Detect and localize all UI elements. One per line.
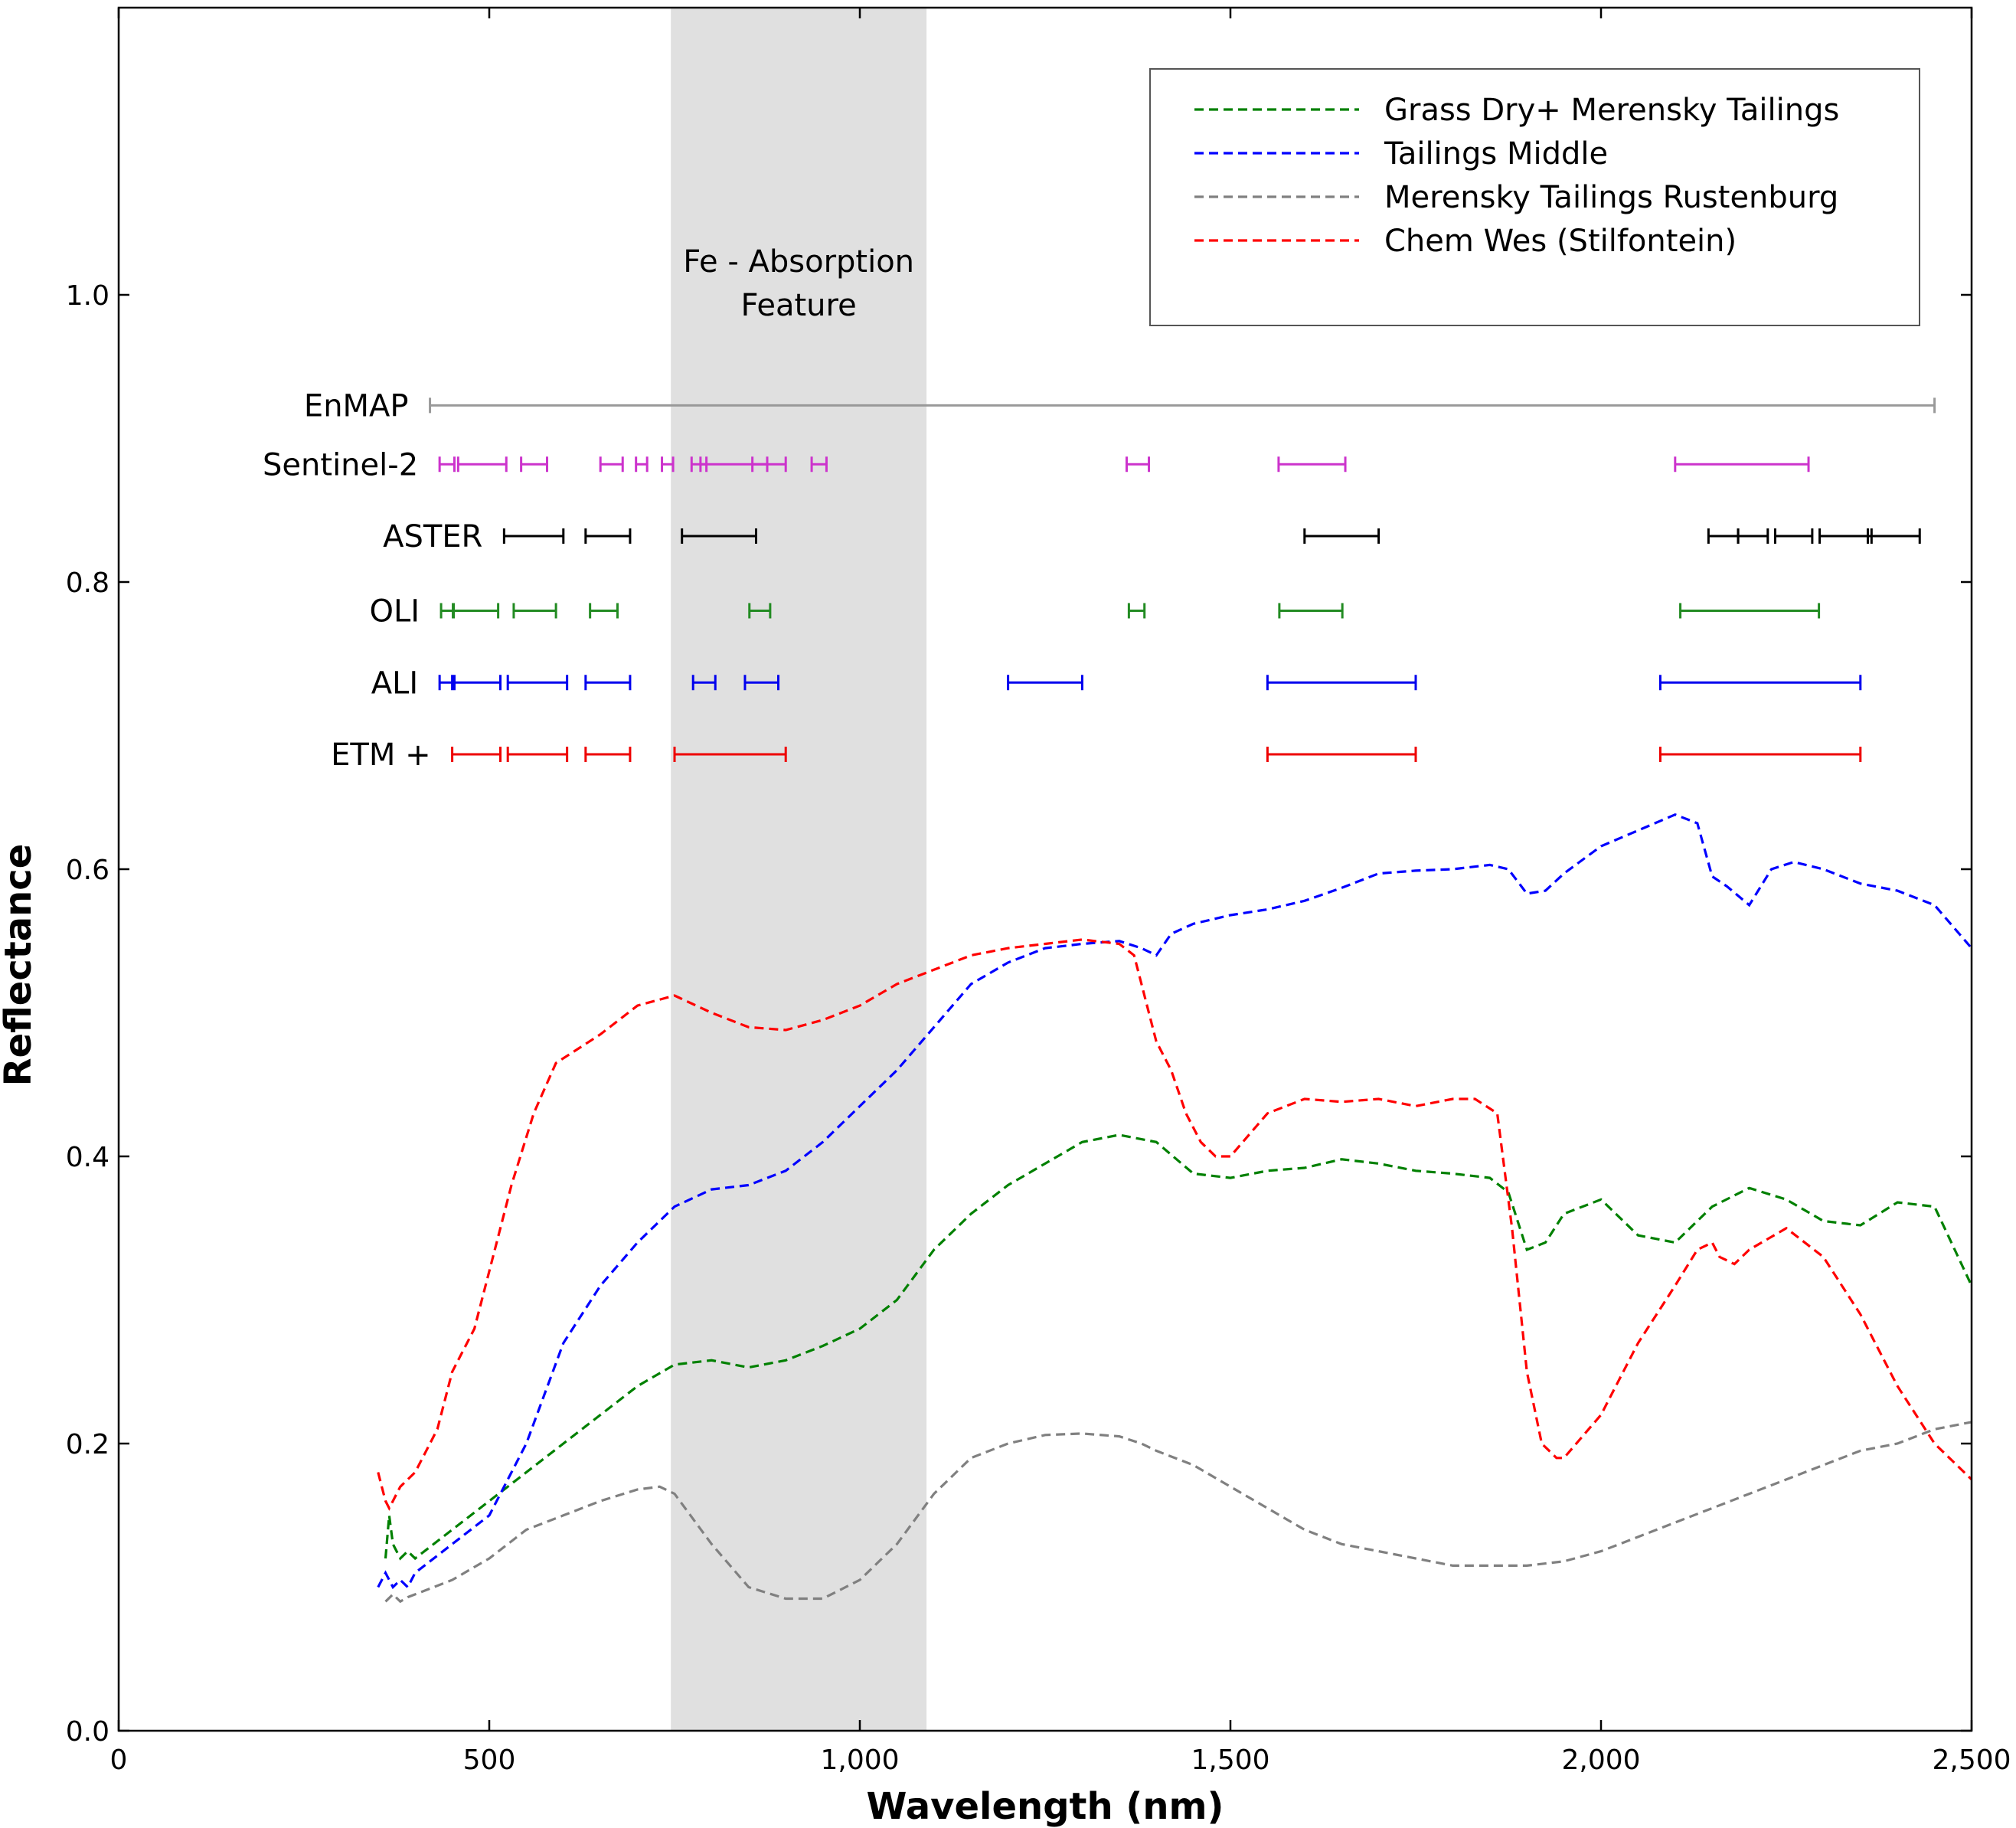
sensor-label: OLI: [370, 594, 420, 629]
series-line-0: [384, 1133, 1973, 1561]
sensor-band: [1125, 456, 1151, 473]
sensor-band: [453, 603, 500, 619]
x-tick-label: 2,500: [1932, 1745, 2011, 1776]
sensor-bands: EnMAP Sentinel-2 ASTER OLI ALI ETM +: [263, 388, 1936, 773]
sensor-band: [584, 747, 632, 762]
sensor-band: [1866, 528, 1921, 544]
sensor-band: [1007, 675, 1083, 691]
sensor-band: [661, 456, 675, 473]
legend-label: Merensky Tailings Rustenburg: [1384, 180, 1838, 215]
series-line-1: [377, 813, 1973, 1590]
sensor-band: [751, 456, 769, 473]
sensor-0: EnMAP: [304, 388, 1936, 423]
sensor-label: ETM +: [331, 737, 430, 773]
sensor-band: [681, 528, 757, 544]
sensor-band: [506, 747, 569, 762]
sensor-band: [584, 528, 632, 544]
sensor-label: ASTER: [383, 519, 482, 554]
sensor-band: [456, 456, 508, 473]
sensor-band: [673, 747, 787, 762]
legend-entry: Grass Dry+ Merensky Tailings: [1194, 93, 1839, 128]
sensor-band: [1278, 603, 1344, 619]
sensor-2: ASTER: [383, 519, 1921, 554]
sensor-band: [699, 456, 787, 473]
sensor-3: OLI: [370, 594, 1821, 629]
legend-label: Grass Dry+ Merensky Tailings: [1384, 93, 1839, 128]
series-line-2: [384, 1421, 1972, 1604]
x-tick-label: 1,000: [820, 1745, 899, 1776]
legend-entry: Chem Wes (Stilfontein): [1194, 224, 1737, 259]
sensor-4: ALI: [371, 665, 1862, 701]
sensor-band: [1303, 528, 1380, 544]
x-tick-label: 2,000: [1561, 1745, 1640, 1776]
sensor-band: [1277, 456, 1347, 473]
legend-entry: Tailings Middle: [1194, 136, 1608, 172]
legend-entry: Merensky Tailings Rustenburg: [1194, 180, 1838, 215]
sensor-band: [810, 456, 828, 473]
fe-absorption-region: [671, 8, 927, 1731]
sensor-band: [438, 456, 456, 473]
sensor-label: Sentinel-2: [263, 447, 418, 482]
sensor-band: [506, 675, 569, 691]
y-tick-label: 0.0: [66, 1716, 109, 1748]
shade-layer: Fe - Absorption Feature: [671, 8, 927, 1731]
series-line-3: [377, 938, 1973, 1511]
sensor-band: [691, 675, 717, 691]
sensor-band: [1773, 528, 1814, 544]
sensor-band: [748, 603, 772, 619]
sensor-band: [429, 397, 1936, 414]
x-tick-label: 500: [463, 1745, 516, 1776]
sensor-band: [584, 675, 632, 691]
sensor-band: [589, 603, 619, 619]
sensor-band: [1737, 528, 1769, 544]
sensor-band: [512, 603, 557, 619]
sensor-band: [1266, 747, 1417, 762]
sensor-band: [1674, 456, 1810, 473]
sensor-band: [743, 675, 780, 691]
y-axis-title: Reflectance: [0, 844, 40, 1087]
y-tick-label: 0.8: [66, 567, 109, 599]
fe-absorption-label-line1: Fe - Absorption: [683, 244, 914, 280]
axis-ticks: 0 500 1,000 1,500 2,000 2,500 0.0 0.2 0.4 0.6 0.8 1…: [66, 8, 2011, 1776]
legend-box: [1149, 68, 1920, 326]
sensor-5: ETM +: [331, 737, 1862, 773]
x-tick-label: 0: [110, 1745, 128, 1776]
x-tick-label: 1,500: [1191, 1745, 1269, 1776]
fe-absorption-label-line2: Feature: [741, 288, 857, 323]
legend-label: Tailings Middle: [1384, 136, 1608, 172]
y-tick-label: 0.2: [66, 1429, 109, 1460]
series-lines: [377, 813, 1973, 1604]
sensor-label: ALI: [371, 665, 418, 701]
sensor-band: [635, 456, 649, 473]
legend-label: Chem Wes (Stilfontein): [1384, 224, 1737, 259]
sensor-band: [1679, 603, 1821, 619]
legend: Grass Dry+ Merensky Tailings Tailings Mid…: [1149, 68, 1920, 326]
sensor-band: [1127, 603, 1146, 619]
sensor-label: EnMAP: [304, 388, 409, 423]
sensor-band: [520, 456, 549, 473]
sensor-1: Sentinel-2: [263, 447, 1810, 482]
sensor-band: [599, 456, 624, 473]
sensor-band: [1658, 747, 1862, 762]
sensor-band: [1266, 675, 1417, 691]
sensor-band: [502, 528, 565, 544]
sensor-band: [1658, 675, 1862, 691]
sensor-band: [451, 675, 502, 691]
y-tick-label: 1.0: [66, 280, 109, 312]
y-tick-label: 0.4: [66, 1142, 109, 1173]
y-tick-label: 0.6: [66, 855, 109, 886]
x-axis-title: Wavelength (nm): [867, 1785, 1224, 1828]
sensor-band: [451, 747, 502, 762]
